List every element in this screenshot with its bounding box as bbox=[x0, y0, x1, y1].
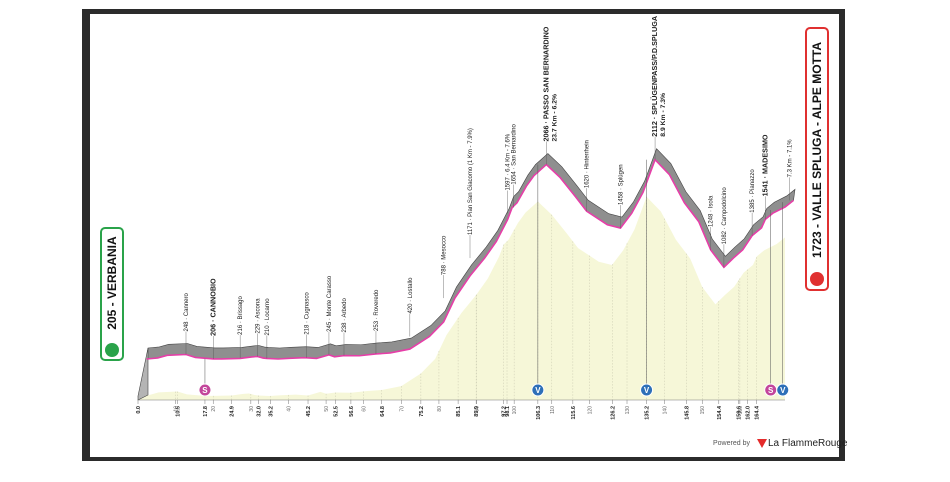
x-tick-label: 10 bbox=[174, 406, 180, 412]
x-tick-label: 60 bbox=[362, 406, 368, 412]
profile-line bbox=[146, 158, 794, 360]
x-tick-label: 120 bbox=[587, 406, 593, 415]
place-label: 1171 · Pian San Giacomo (1 Km - 7.9%) bbox=[468, 128, 474, 235]
kom-marker-icon bbox=[776, 383, 790, 397]
x-tick-label: 85.1 bbox=[456, 406, 462, 417]
x-tick-label: 100 bbox=[512, 406, 518, 415]
x-tick-label: 30 bbox=[249, 406, 255, 412]
x-tick-label: 164.4 bbox=[754, 405, 760, 420]
place-label: 1620 · Hinterrhein bbox=[585, 140, 591, 188]
x-tick-label: 90 bbox=[475, 406, 481, 412]
sprint-marker-icon bbox=[198, 383, 212, 397]
start-badge: 205 - VERBANIA bbox=[100, 227, 124, 361]
x-tick-label: 0.0 bbox=[136, 406, 142, 414]
place-label: 1541 · MADESIMO bbox=[760, 134, 769, 196]
finish-badge: 1723 - VALLE SPLUGA - ALPE MOTTA bbox=[805, 27, 829, 291]
start-cyclist-icon bbox=[105, 343, 119, 357]
kom-marker-letter: V bbox=[780, 386, 786, 395]
place-label: 210 · Locarno bbox=[265, 298, 271, 336]
x-tick-label: 10.5 bbox=[175, 406, 181, 417]
x-tick-label: 150 bbox=[700, 406, 706, 415]
finish-label: 1723 - VALLE SPLUGA - ALPE MOTTA bbox=[810, 42, 824, 258]
sprint-marker-letter: S bbox=[768, 386, 774, 395]
x-tick-label: 45.2 bbox=[306, 406, 312, 417]
x-tick-label: 17.8 bbox=[203, 406, 209, 417]
place-label: 206 · CANNOBIO bbox=[208, 278, 217, 336]
x-tick-label: 52.5 bbox=[333, 406, 339, 417]
start-label: 205 - VERBANIA bbox=[105, 236, 119, 330]
place-label: 253 · Roveredo bbox=[374, 289, 380, 331]
place-label: 238 · Arbedo bbox=[342, 298, 348, 333]
place-label: 2066 · PASSO SAN BERNARDINO bbox=[541, 26, 550, 141]
finish-badge-box bbox=[805, 27, 829, 291]
kom-marker-letter: V bbox=[644, 386, 650, 395]
x-tick-label: 126.2 bbox=[611, 406, 617, 420]
place-label: 216 · Brissago bbox=[238, 296, 244, 335]
place-label: 245 · Monte Carasso bbox=[327, 275, 333, 332]
place-label: 420 · Lostallo bbox=[408, 277, 414, 314]
kom-marker-letter: V bbox=[535, 386, 541, 395]
x-tick-label: 35.2 bbox=[268, 406, 274, 417]
x-tick-label: 40 bbox=[286, 406, 292, 412]
x-tick-label: 80 bbox=[437, 406, 443, 412]
profile-wall-side bbox=[137, 347, 149, 401]
x-tick-label: 32.0 bbox=[256, 406, 262, 417]
place-label: 1458 · Splügen bbox=[618, 164, 624, 205]
x-tick-label: 135.2 bbox=[645, 406, 651, 420]
place-label: 248 · Cannero bbox=[184, 292, 190, 331]
powered-by-text: Powered by bbox=[713, 440, 750, 447]
x-tick-label: 50 bbox=[324, 406, 330, 412]
place-label: 218 · Cugnasco bbox=[304, 292, 310, 335]
place-label: 1248 · Isola bbox=[709, 195, 715, 227]
x-tick-label: 140 bbox=[663, 406, 669, 415]
x-tick-label: 115.6 bbox=[571, 406, 577, 419]
flamme-rouge-logo-icon bbox=[757, 439, 767, 448]
finish-cyclist-icon bbox=[810, 272, 824, 286]
kom-marker-icon bbox=[640, 383, 654, 397]
sprint-marker-letter: S bbox=[202, 386, 208, 395]
x-tick-label: 97.2 bbox=[502, 406, 508, 417]
x-tick-label: 24.9 bbox=[230, 406, 236, 417]
x-tick-label: 89.9 bbox=[474, 406, 480, 417]
x-tick-label: 75.2 bbox=[419, 406, 425, 417]
climb-stats-label: 8.9 Km - 7.3% bbox=[660, 93, 667, 137]
place-label: 1082 · Campodolcino bbox=[722, 187, 728, 245]
place-label: 229 · Ascona bbox=[255, 298, 261, 334]
place-label: 788 · Mesocco bbox=[442, 235, 448, 275]
profile-fill bbox=[138, 196, 785, 400]
x-tick-label: 154.4 bbox=[717, 405, 723, 420]
x-tick-label: 160 bbox=[738, 406, 744, 415]
place-label: 2112 · SPLÜGENPASS/P.D.SPLUGA bbox=[650, 16, 659, 137]
x-tick-label: 106.3 bbox=[536, 406, 542, 420]
x-tick-label: 159.6 bbox=[736, 406, 742, 420]
place-label: 1385 · Pianazzo bbox=[750, 169, 756, 213]
x-tick-label: 145.8 bbox=[684, 406, 690, 420]
x-tick-label: 56.6 bbox=[349, 406, 355, 417]
x-tick-label: 70 bbox=[399, 406, 405, 412]
kom-marker-icon bbox=[531, 383, 545, 397]
x-tick-label: 162.0 bbox=[745, 406, 751, 420]
climb-stats-label: 23.7 Km - 6.2% bbox=[551, 94, 558, 142]
x-tick-label: 20 bbox=[211, 406, 217, 412]
x-tick-label: 130 bbox=[625, 406, 631, 415]
place-label: 1597 · 6.4 Km - 7.6% bbox=[506, 133, 512, 190]
x-tick-label: 98.1 bbox=[505, 406, 511, 417]
place-label: 7.3 Km - 7.1% bbox=[788, 139, 794, 178]
start-badge-box bbox=[100, 227, 124, 361]
x-tick-label: 64.8 bbox=[380, 406, 386, 417]
x-tick-label: 110 bbox=[550, 406, 556, 414]
place-label: 1654 · San Bernardino bbox=[512, 124, 518, 185]
brand-text: La FlammeRouge bbox=[768, 438, 848, 449]
